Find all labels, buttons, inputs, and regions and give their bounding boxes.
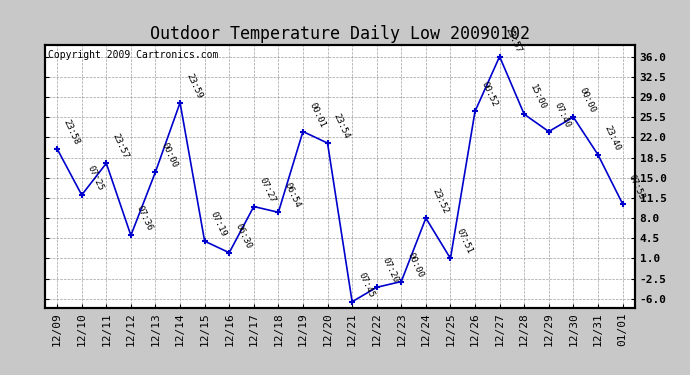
Text: 23:59: 23:59	[184, 72, 204, 100]
Text: 00:00: 00:00	[406, 251, 425, 279]
Text: 00:52: 00:52	[479, 80, 499, 109]
Text: Copyright 2009 Cartronics.com: Copyright 2009 Cartronics.com	[48, 50, 218, 60]
Text: 07:36: 07:36	[135, 204, 155, 232]
Text: 23:52: 23:52	[430, 187, 450, 215]
Text: 07:25: 07:25	[86, 164, 106, 192]
Text: 23:54: 23:54	[332, 112, 351, 140]
Text: 07:19: 07:19	[209, 210, 228, 238]
Text: 07:51: 07:51	[455, 228, 474, 256]
Title: Outdoor Temperature Daily Low 20090102: Outdoor Temperature Daily Low 20090102	[150, 26, 530, 44]
Text: 07:20: 07:20	[381, 256, 400, 285]
Text: 23:58: 23:58	[61, 118, 81, 146]
Text: 06:30: 06:30	[233, 222, 253, 250]
Text: 15:00: 15:00	[529, 83, 548, 111]
Text: 23:57: 23:57	[504, 26, 523, 54]
Text: 23:40: 23:40	[602, 124, 622, 152]
Text: 07:53: 07:53	[627, 173, 647, 201]
Text: 07:40: 07:40	[553, 100, 573, 129]
Text: 07:27: 07:27	[258, 176, 277, 204]
Text: 06:54: 06:54	[282, 182, 302, 210]
Text: 23:57: 23:57	[110, 132, 130, 160]
Text: 00:00: 00:00	[578, 86, 597, 114]
Text: 00:01: 00:01	[307, 100, 326, 129]
Text: 07:45: 07:45	[356, 271, 376, 299]
Text: 00:00: 00:00	[159, 141, 179, 169]
